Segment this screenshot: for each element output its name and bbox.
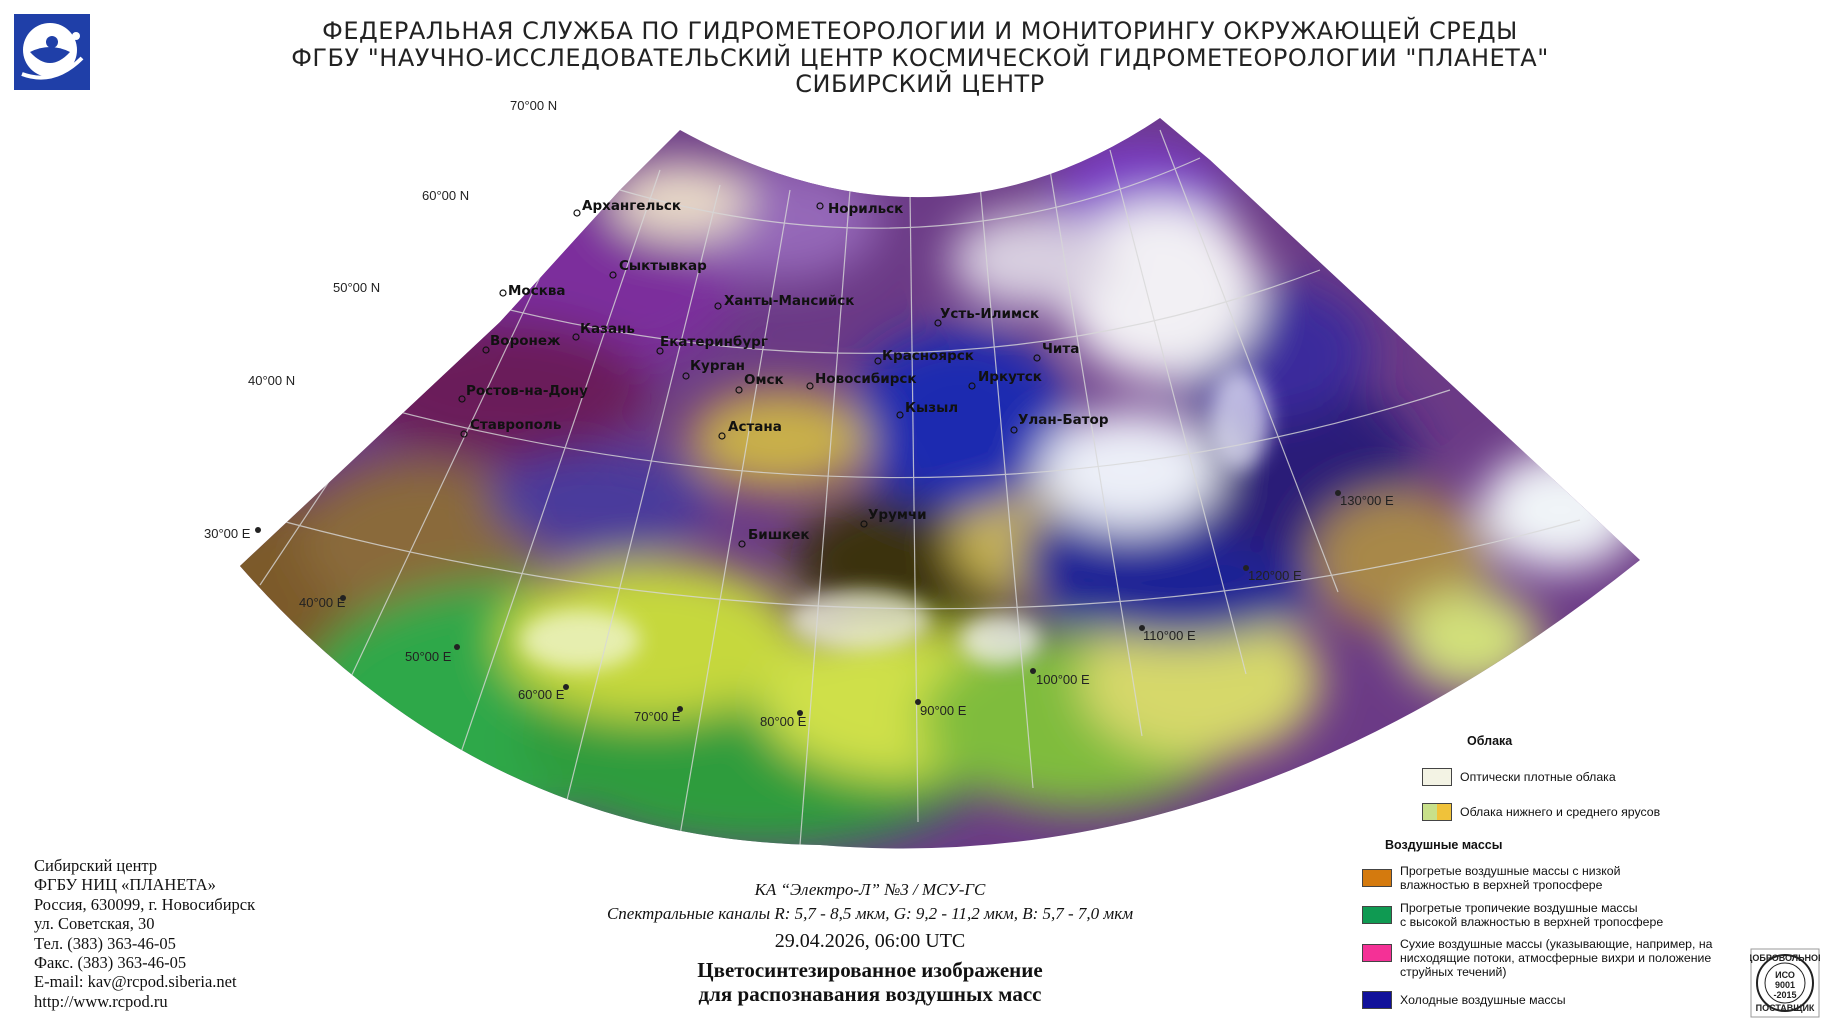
svg-text:ИСО: ИСО (1775, 970, 1795, 980)
lon-label: 80°00 E (760, 714, 807, 729)
lat-label: 70°00 N (510, 98, 557, 113)
channels-caption: Спектральные каналы R: 5,7 - 8,5 мкм, G:… (606, 904, 1134, 923)
city-label: Екатеринбург (660, 334, 768, 350)
contact-line: ул. Советская, 30 (34, 914, 155, 934)
legend-air-title: Воздушные массы (1385, 838, 1503, 852)
legend-label: Прогретые тропичекие воздушные массы с вы… (1400, 901, 1664, 929)
lon-label: 30°00 E (204, 526, 251, 541)
contact-line[interactable]: http://www.rcpod.ru (34, 991, 168, 1011)
lat-label: 60°00 N (422, 188, 469, 203)
legend-item: Оптически плотные облака (1422, 768, 1616, 786)
timestamp: 29.04.2026, 06:00 UTC (774, 930, 966, 952)
city-label: Урумчи (868, 507, 927, 523)
contact-line[interactable]: E-mail: kav@rcpod.siberia.net (34, 972, 237, 992)
svg-text:ДОБРОВОЛЬНОЕ: ДОБРОВОЛЬНОЕ (1750, 953, 1820, 963)
lon-label: 130°00 E (1340, 493, 1394, 508)
legend-item: Прогретые тропичекие воздушные массы с вы… (1362, 901, 1663, 929)
legend-item: Прогретые воздушные массы с низкой влажно… (1362, 864, 1620, 892)
city-label: Казань (580, 321, 635, 337)
lon-label: 60°00 E (518, 687, 565, 702)
legend-item: Сухие воздушные массы (указывающие, напр… (1362, 937, 1712, 979)
legend-swatch (1362, 944, 1392, 962)
city-label: Астана (728, 419, 782, 435)
lat-label: 40°00 N (248, 373, 295, 388)
city-label: Курган (690, 358, 745, 374)
contact-line: Сибирский центр (34, 856, 158, 875)
city-label: Чита (1042, 341, 1079, 357)
header-line-2: ФГБУ "НАУЧНО-ИССЛЕДОВАТЕЛЬСКИЙ ЦЕНТР КОС… (291, 44, 1549, 72)
contact-line: ФГБУ НИЦ «ПЛАНЕТА» (34, 875, 216, 895)
lon-label: 120°00 E (1248, 568, 1302, 583)
lon-label: 50°00 E (405, 649, 452, 664)
city-label: Ставрополь (470, 417, 561, 433)
svg-text:9001: 9001 (1775, 980, 1795, 990)
city-label: Архангельск (582, 198, 681, 214)
planeta-logo-icon (14, 14, 90, 90)
city-label: Бишкек (748, 527, 810, 543)
lat-label: 50°00 N (333, 280, 380, 295)
contact-block: Сибирский центр ФГБУ НИЦ «ПЛАНЕТА» Росси… (34, 856, 255, 1011)
lon-label: 110°00 E (1143, 628, 1196, 643)
contact-line: Факс. (383) 363-46-05 (34, 953, 187, 973)
contact-line: Тел. (383) 363-46-05 (34, 933, 176, 953)
city-label: Усть-Илимск (940, 306, 1039, 322)
city-label: Новосибирск (815, 371, 917, 387)
legend-label: Облака нижнего и среднего ярусов (1460, 805, 1661, 819)
contact-line: Россия, 630099, г. Новосибирск (34, 894, 256, 914)
legend-label: Сухие воздушные массы (указывающие, напр… (1400, 937, 1713, 979)
lon-label: 40°00 E (299, 595, 346, 610)
image-title-1: Цветосинтезированное изображение (697, 958, 1043, 982)
svg-text:-2015: -2015 (1773, 990, 1796, 1000)
city-label: Улан-Батор (1018, 412, 1109, 428)
legend-clouds-title: Облака (1467, 734, 1513, 748)
legend-swatch (1362, 869, 1392, 887)
iso-certification-badge-icon: ДОБРОВОЛЬНОЕ ИСО 9001 -2015 ПОСТАВЩИК (1750, 948, 1820, 1018)
svg-text:ПОСТАВЩИК: ПОСТАВЩИК (1756, 1003, 1815, 1013)
legend-label: Оптически плотные облака (1460, 770, 1616, 784)
city-label: Норильск (828, 201, 903, 217)
legend-item: Облака нижнего и среднего ярусов (1422, 803, 1660, 821)
lon-label: 90°00 E (920, 703, 967, 718)
city-label: Ростов-на-Дону (466, 383, 588, 399)
legend-item: Холодные воздушные массы (1362, 991, 1566, 1009)
city-label: Воронеж (490, 333, 561, 349)
legend-label: Холодные воздушные массы (1400, 993, 1566, 1007)
city-label: Омск (744, 372, 784, 388)
legend-swatch (1362, 991, 1392, 1009)
legend-label: Прогретые воздушные массы с низкой влажно… (1400, 864, 1621, 892)
legend-swatch (1362, 906, 1392, 924)
satellite-caption: КА “Электро-Л” №3 / МСУ-ГС (754, 880, 986, 899)
header-line-1: ФЕДЕРАЛЬНАЯ СЛУЖБА ПО ГИДРОМЕТЕОРОЛОГИИ … (322, 17, 1518, 45)
lon-label: 70°00 E (634, 709, 681, 724)
city-label: Ханты-Мансийск (724, 293, 854, 309)
city-label: Кызыл (905, 400, 958, 416)
legend-swatch (1422, 803, 1452, 821)
city-label: Иркутск (978, 369, 1042, 385)
lon-label: 100°00 E (1036, 672, 1090, 687)
legend-swatch (1422, 768, 1452, 786)
city-label: Сыктывкар (619, 258, 707, 274)
city-label: Москва (508, 283, 566, 299)
header-line-3: СИБИРСКИЙ ЦЕНТР (795, 70, 1045, 98)
image-title-2: для распознавания воздушных масс (698, 982, 1042, 1006)
city-label: Красноярск (882, 348, 974, 364)
